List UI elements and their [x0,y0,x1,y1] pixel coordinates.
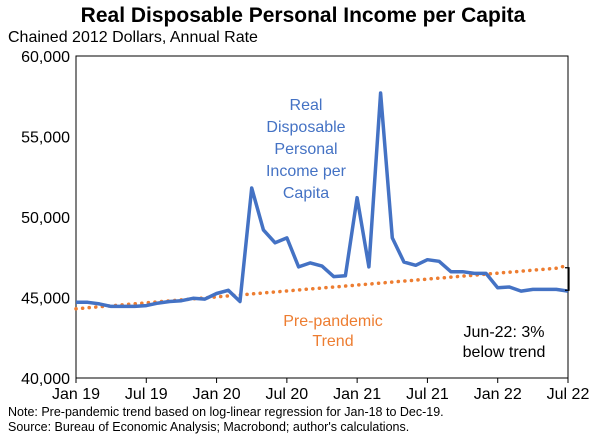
chart-subtitle: Chained 2012 Dollars, Annual Rate [8,29,258,46]
x-tick-label: Jan 22 [474,386,522,403]
annotation: Jun-22: 3% below trend [463,267,570,361]
income-series-label: Capita [283,185,329,202]
y-tick-label: 45,000 [21,291,70,308]
gap-bracket [565,267,570,291]
x-tick-label: Jul 22 [547,386,590,403]
x-tick-label: Jan 20 [193,386,241,403]
trend-series [74,263,570,311]
axes [75,55,569,379]
y-tick-label: 50,000 [21,210,70,227]
income-line [76,91,569,309]
y-tick-label: 60,000 [21,49,70,66]
trend-line [74,263,570,311]
x-tick-label: Jan 19 [52,386,100,403]
source-line: Source: Bureau of Economic Analysis; Mac… [8,420,410,434]
series-labels: Real Disposable Personal Income per Capita Pr… [266,97,383,350]
y-tick-labels: 60,000 55,000 50,000 45,000 40,000 [21,49,70,388]
income-series-label: Income per [266,163,347,180]
y-tick-label: 40,000 [21,371,70,388]
trend-series-label: Pre-pandemic [283,313,383,330]
x-tick-label: Jan 21 [333,386,381,403]
note-line: Note: Pre-pandemic trend based on log-li… [8,405,444,419]
chart-notes: Note: Pre-pandemic trend based on log-li… [8,405,444,435]
annotation-text: Jun-22: 3% [464,324,545,341]
income-series-label: Disposable [266,119,345,136]
x-tick-label: Jul 21 [406,386,449,403]
annotation-text: below trend [463,344,546,361]
x-tick-labels: Jan 19 Jul 19 Jan 20 Jul 20 Jan 21 Jul 21 Jan … [52,378,589,403]
x-tick-label: Jul 19 [125,386,168,403]
trend-series-label: Trend [312,333,353,350]
y-tick-label: 55,000 [21,130,70,147]
income-series [76,91,569,309]
income-series-label: Real [290,97,323,114]
x-tick-label: Jul 20 [266,386,309,403]
income-series-label: Personal [274,141,337,158]
chart-title: Real Disposable Personal Income per Capi… [80,4,526,27]
plot-frame [75,55,569,379]
